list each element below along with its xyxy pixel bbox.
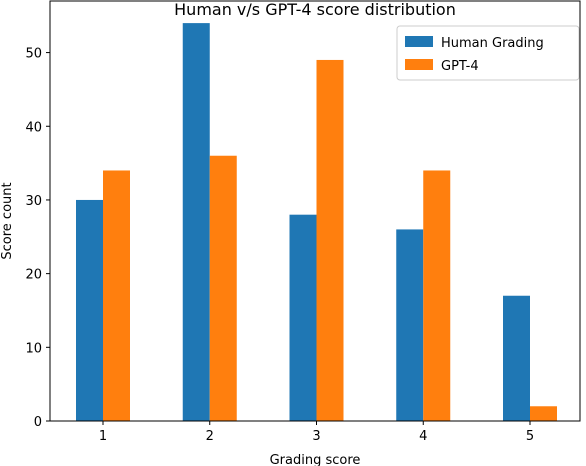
legend: Human Grading GPT-4 <box>396 25 580 81</box>
x-axis-label: Grading score <box>270 453 361 466</box>
legend-label-gpt-4: GPT-4 <box>441 59 479 74</box>
legend-box <box>396 25 580 81</box>
y-tick-label-10: 10 <box>25 341 42 356</box>
y-tick-label-30: 30 <box>25 194 42 209</box>
legend-swatch-human-grading <box>405 36 433 47</box>
bar-human-grading-1 <box>76 199 103 421</box>
x-axis-ticks: 1 2 3 4 5 <box>99 421 534 444</box>
bar-human-grading-3 <box>289 214 317 421</box>
y-axis-label: Score count <box>0 182 15 259</box>
bar-human-grading-5 <box>503 295 530 421</box>
x-tick-label-2: 2 <box>206 429 214 444</box>
bar-gpt-4-1 <box>103 170 130 421</box>
y-tick-label-40: 40 <box>25 120 42 135</box>
bar-human-grading-4 <box>396 229 424 421</box>
plot-frame <box>49 0 581 422</box>
x-tick-label-5: 5 <box>526 429 534 444</box>
x-tick-label-3: 3 <box>312 429 320 444</box>
bar-human-grading-2 <box>182 23 210 422</box>
y-tick-label-50: 50 <box>25 47 42 62</box>
bar-gpt-4-4 <box>423 170 451 421</box>
x-tick-label-4: 4 <box>419 429 427 444</box>
y-tick-label-20: 20 <box>25 268 42 283</box>
y-axis-ticks: 0 10 20 30 40 50 <box>25 47 50 430</box>
bar-gpt-4-5 <box>530 406 557 421</box>
bar-gpt-4-2 <box>209 155 237 421</box>
legend-label-human-grading: Human Grading <box>441 36 544 51</box>
x-tick-label-1: 1 <box>99 429 107 444</box>
legend-swatch-gpt-4 <box>405 59 433 70</box>
y-tick-label-0: 0 <box>34 415 42 430</box>
chart-title: Human v/s GPT-4 score distribution <box>174 0 456 19</box>
bars-group <box>76 23 557 422</box>
bar-gpt-4-3 <box>316 59 344 422</box>
